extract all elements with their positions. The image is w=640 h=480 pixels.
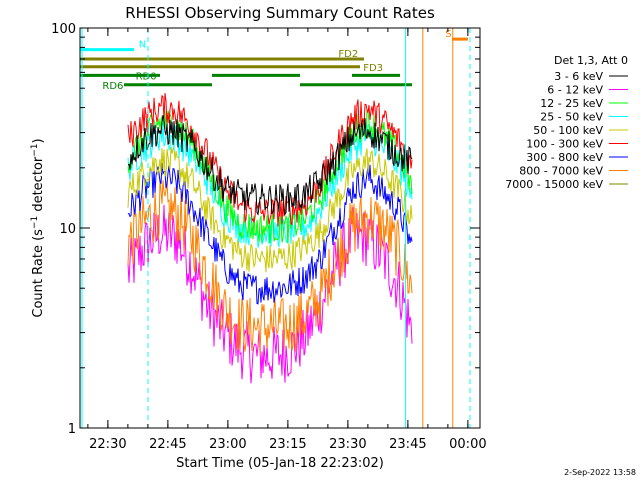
x-tick-label-4: 23:15 bbox=[269, 437, 306, 452]
y-axis-label-mid: detector bbox=[31, 156, 46, 216]
x-tick-label-2: 22:45 bbox=[149, 437, 186, 452]
legend-entry-6: 100 - 300 keV bbox=[526, 138, 603, 151]
legend-header: Det 1,3, Att 0 bbox=[554, 54, 628, 67]
legend-entry-7: 300 - 800 keV bbox=[526, 151, 603, 164]
y-axis-label-end: ) bbox=[31, 138, 46, 143]
series-line-8 bbox=[127, 179, 413, 356]
x-tick-label-6: 23:45 bbox=[389, 437, 426, 452]
axis-layer: 22:30 22:45 23:00 23:15 23:30 23:45 00:00 1 10 10… bbox=[51, 22, 486, 452]
vertical-marker-layer bbox=[81, 28, 471, 428]
series-line-5 bbox=[127, 146, 413, 273]
series-line-6 bbox=[127, 93, 413, 227]
flag-label-s: S bbox=[445, 29, 451, 40]
flag-label-n: N bbox=[139, 40, 146, 51]
x-tick-label-5: 23:30 bbox=[329, 437, 366, 452]
legend-entry-9: 7000 - 15000 keV bbox=[505, 178, 603, 191]
legend-entry-3: 12 - 25 keV bbox=[540, 97, 603, 110]
flag-label-rd6: RD6 bbox=[102, 81, 123, 92]
series-layer bbox=[127, 93, 413, 384]
flag-label-rd0: RD0 bbox=[136, 71, 157, 82]
series-line-7 bbox=[127, 162, 413, 305]
y-axis-label: Count Rate (s−1 detector−1) bbox=[30, 138, 46, 317]
x-tick-label-1: 22:30 bbox=[89, 437, 126, 452]
y-tick-label-2: 10 bbox=[59, 222, 76, 237]
legend-entry-5: 50 - 100 keV bbox=[533, 124, 603, 137]
series-line-1 bbox=[127, 115, 413, 216]
y-axis-label-sup1: −1 bbox=[30, 216, 40, 229]
footer-date: 2-Sep-2022 13:58 bbox=[564, 468, 636, 477]
x-axis-label: Start Time (05-Jan-18 22:23:02) bbox=[176, 456, 384, 471]
flag-label-fd3: FD3 bbox=[363, 63, 383, 74]
flag-label-fd2: FD2 bbox=[338, 49, 358, 60]
x-tick-label-7: 00:00 bbox=[449, 437, 486, 452]
legend-entry-2: 6 - 12 keV bbox=[547, 84, 603, 97]
y-tick-label-1: 1 bbox=[68, 422, 76, 437]
y-axis-label-main: Count Rate (s bbox=[31, 229, 46, 318]
chart-title: RHESSI Observing Summary Count Rates bbox=[125, 4, 435, 22]
y-axis-label-sup2: −1 bbox=[30, 143, 40, 156]
legend-entry-1: 3 - 6 keV bbox=[554, 70, 603, 83]
x-tick-label-3: 23:00 bbox=[209, 437, 246, 452]
series-line-3 bbox=[127, 107, 413, 244]
legend-entry-4: 25 - 50 keV bbox=[540, 111, 603, 124]
y-tick-label-3: 100 bbox=[51, 22, 76, 37]
flag-layer: N S FD2 FD3 RD0 RD6 bbox=[80, 29, 468, 92]
legend-entry-8: 800 - 7000 keV bbox=[519, 165, 603, 178]
